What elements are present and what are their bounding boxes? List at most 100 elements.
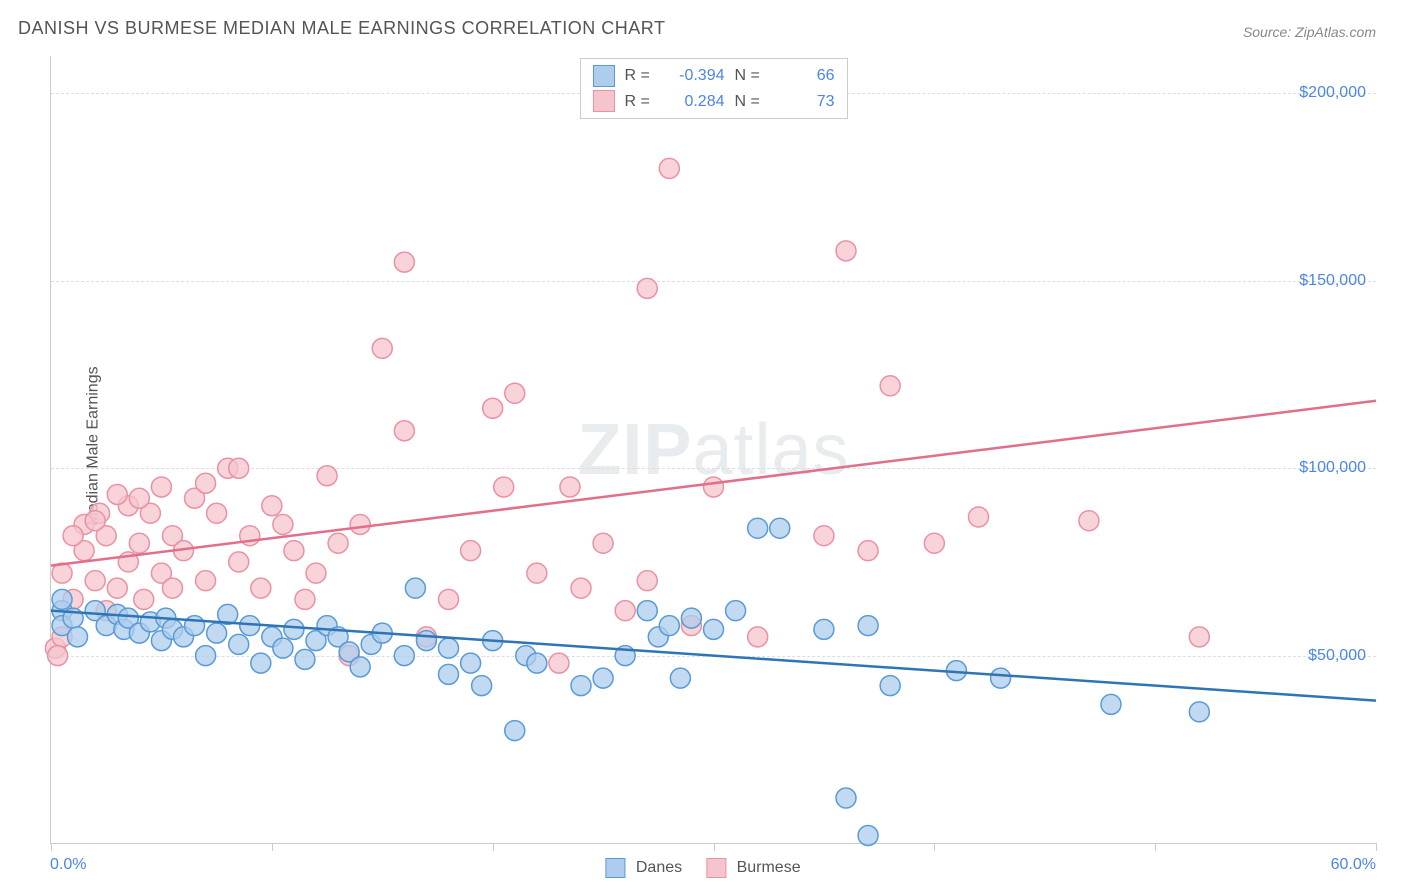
data-point	[880, 376, 900, 396]
data-point	[836, 241, 856, 261]
chart-title: DANISH VS BURMESE MEDIAN MALE EARNINGS C…	[18, 18, 665, 39]
data-point	[196, 571, 216, 591]
legend-row-danes: R = -0.394 N = 66	[593, 63, 835, 89]
data-point	[151, 477, 171, 497]
data-point	[185, 616, 205, 636]
data-point	[107, 578, 127, 598]
data-point	[107, 484, 127, 504]
data-point	[394, 421, 414, 441]
data-point	[1189, 627, 1209, 647]
swatch-burmese-icon	[706, 858, 726, 878]
data-point	[814, 526, 834, 546]
data-point	[593, 533, 613, 553]
data-point	[505, 721, 525, 741]
data-point	[494, 477, 514, 497]
data-point	[571, 676, 591, 696]
legend-row-burmese: R = 0.284 N = 73	[593, 89, 835, 115]
data-point	[527, 653, 547, 673]
x-axis-max-label: 60.0%	[1331, 856, 1376, 874]
data-point	[472, 676, 492, 696]
data-point	[162, 578, 182, 598]
data-point	[704, 477, 724, 497]
correlation-legend: R = -0.394 N = 66 R = 0.284 N = 73	[580, 58, 848, 119]
data-point	[306, 563, 326, 583]
data-point	[924, 533, 944, 553]
series-legend: Danes Burmese	[605, 858, 800, 878]
data-point	[659, 158, 679, 178]
data-point	[670, 668, 690, 688]
data-point	[814, 619, 834, 639]
data-point	[1101, 694, 1121, 714]
data-point	[505, 383, 525, 403]
data-point	[48, 646, 68, 666]
data-point	[969, 507, 989, 527]
data-point	[63, 526, 83, 546]
r-label: R =	[625, 63, 655, 89]
source-attribution: Source: ZipAtlas.com	[1243, 24, 1376, 40]
x-axis-min-label: 0.0%	[50, 856, 86, 874]
data-point	[68, 627, 88, 647]
swatch-danes-icon	[605, 858, 625, 878]
data-point	[85, 511, 105, 531]
data-point	[560, 477, 580, 497]
legend-item-danes: Danes	[605, 858, 682, 878]
swatch-danes-icon	[593, 65, 615, 87]
data-point	[284, 541, 304, 561]
data-point	[134, 589, 154, 609]
data-point	[659, 616, 679, 636]
data-point	[637, 571, 657, 591]
data-point	[262, 496, 282, 516]
data-point	[836, 788, 856, 808]
regression-line	[51, 401, 1376, 566]
data-point	[637, 278, 657, 298]
data-point	[273, 638, 293, 658]
data-point	[1189, 702, 1209, 722]
data-point	[637, 601, 657, 621]
data-point	[295, 649, 315, 669]
data-point	[229, 634, 249, 654]
n-label: N =	[735, 89, 765, 115]
swatch-burmese-icon	[593, 90, 615, 112]
data-point	[394, 646, 414, 666]
data-point	[527, 563, 547, 583]
data-point	[350, 514, 370, 534]
data-point	[704, 619, 724, 639]
r-label: R =	[625, 89, 655, 115]
data-point	[251, 653, 271, 673]
data-point	[251, 578, 271, 598]
data-point	[770, 518, 790, 538]
data-point	[284, 619, 304, 639]
r-value-burmese: 0.284	[665, 89, 725, 115]
data-point	[483, 398, 503, 418]
data-point	[372, 338, 392, 358]
data-point	[405, 578, 425, 598]
data-point	[207, 503, 227, 523]
data-point	[991, 668, 1011, 688]
data-point	[129, 488, 149, 508]
data-point	[461, 541, 481, 561]
data-point	[858, 616, 878, 636]
legend-item-burmese: Burmese	[706, 858, 800, 878]
data-point	[461, 653, 481, 673]
data-point	[196, 473, 216, 493]
data-point	[207, 623, 227, 643]
data-point	[295, 589, 315, 609]
data-point	[350, 657, 370, 677]
data-point	[328, 533, 348, 553]
data-point	[229, 552, 249, 572]
data-point	[615, 601, 635, 621]
data-point	[681, 608, 701, 628]
n-label: N =	[735, 63, 765, 89]
data-point	[85, 571, 105, 591]
data-point	[726, 601, 746, 621]
legend-label-burmese: Burmese	[737, 859, 801, 876]
r-value-danes: -0.394	[665, 63, 725, 89]
chart-plot-area: ZIPatlas $50,000$100,000$150,000$200,000…	[50, 56, 1376, 844]
data-point	[196, 646, 216, 666]
data-point	[273, 514, 293, 534]
data-point	[571, 578, 591, 598]
data-point	[439, 638, 459, 658]
n-value-burmese: 73	[775, 89, 835, 115]
data-point	[593, 668, 613, 688]
n-value-danes: 66	[775, 63, 835, 89]
